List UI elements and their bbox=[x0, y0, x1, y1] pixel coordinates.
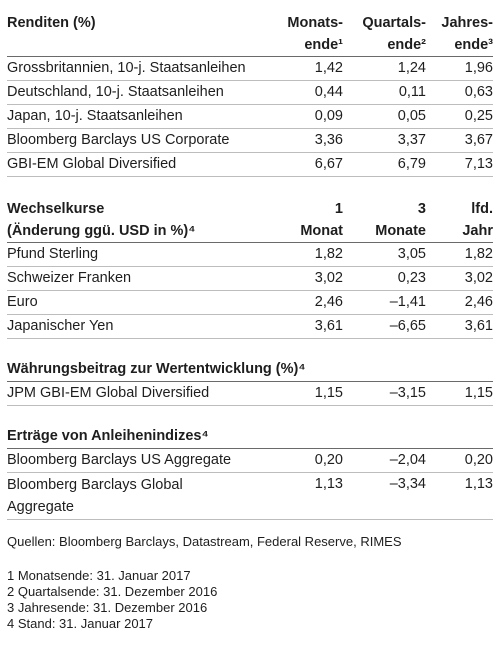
table-row: Deutschland, 10-j. Staatsanleihen 0,44 0… bbox=[7, 81, 493, 105]
row-label: Bloomberg Barclays US Aggregate bbox=[7, 452, 232, 468]
value-cell: 0,44 bbox=[314, 84, 343, 100]
value-cell: 2,46 bbox=[464, 294, 493, 310]
value-cell: 1,82 bbox=[464, 246, 493, 262]
footnote: 2 Quartalsende: 31. Dezember 2016 bbox=[7, 584, 218, 599]
sources-note: Quellen: Bloomberg Barclays, Datastream,… bbox=[7, 534, 402, 549]
value-cell: 1,13 bbox=[314, 476, 343, 492]
col-quarter-end-header: Quartals-ende² bbox=[362, 15, 426, 53]
col-ytd-header: lfd. Jahr bbox=[462, 201, 493, 239]
value-cell: 1,96 bbox=[464, 60, 493, 76]
value-cell: 0,05 bbox=[397, 108, 426, 124]
col-year-end-header: Jahres-ende³ bbox=[441, 15, 493, 53]
value-cell: 0,23 bbox=[397, 270, 426, 286]
bonds-title: Erträge von Anleihenindizes⁴ bbox=[7, 428, 209, 444]
value-cell: 1,42 bbox=[314, 60, 343, 76]
row-label: Schweizer Franken bbox=[7, 270, 132, 286]
row-label: Bloomberg Barclays Global Aggregate bbox=[7, 477, 183, 515]
value-cell: 2,46 bbox=[314, 294, 343, 310]
table-row: Bloomberg Barclays US Corporate 3,36 3,3… bbox=[7, 129, 493, 153]
value-cell: 1,13 bbox=[464, 476, 493, 492]
value-cell: 0,09 bbox=[314, 108, 343, 124]
currency-title: Währungsbeitrag zur Wertentwicklung (%)⁴ bbox=[7, 361, 306, 377]
row-label: JPM GBI-EM Global Diversified bbox=[7, 385, 210, 401]
value-cell: 0,11 bbox=[398, 84, 426, 100]
value-cell: 0,63 bbox=[464, 84, 493, 100]
value-cell: –2,04 bbox=[389, 452, 426, 468]
value-cell: 6,79 bbox=[397, 156, 426, 172]
value-cell: 1,15 bbox=[464, 385, 493, 401]
value-cell: 0,25 bbox=[464, 108, 493, 124]
table-row: JPM GBI-EM Global Diversified 1,15 –3,15… bbox=[7, 382, 493, 406]
col-month-end-header: Monats-ende¹ bbox=[287, 15, 343, 53]
value-cell: 1,24 bbox=[397, 60, 426, 76]
row-label: Japan, 10-j. Staatsanleihen bbox=[7, 108, 183, 124]
value-cell: –3,15 bbox=[389, 385, 426, 401]
table-row: Japanischer Yen 3,61 –6,65 3,61 bbox=[7, 315, 493, 339]
value-cell: 1,82 bbox=[314, 246, 343, 262]
footnote: 4 Stand: 31. Januar 2017 bbox=[7, 616, 154, 631]
returns-header-row: Renditen (%) Monats-ende¹ Quartals-ende²… bbox=[7, 10, 493, 57]
row-label: Euro bbox=[7, 294, 38, 310]
value-cell: 3,61 bbox=[314, 318, 343, 334]
value-cell: 0,20 bbox=[314, 452, 343, 468]
bonds-header-row: Erträge von Anleihenindizes⁴ bbox=[7, 425, 493, 449]
value-cell: 3,37 bbox=[397, 132, 426, 148]
table-row: Japan, 10-j. Staatsanleihen 0,09 0,05 0,… bbox=[7, 105, 493, 129]
currency-header-row: Währungsbeitrag zur Wertentwicklung (%)⁴ bbox=[7, 358, 493, 382]
returns-title: Renditen (%) bbox=[7, 15, 96, 31]
market-data-table: Renditen (%) Monats-ende¹ Quartals-ende²… bbox=[7, 10, 493, 632]
footnote: 3 Jahresende: 31. Dezember 2016 bbox=[7, 600, 208, 615]
table-row: Bloomberg Barclays US Aggregate 0,20 –2,… bbox=[7, 449, 493, 473]
value-cell: –3,34 bbox=[389, 476, 426, 492]
row-label: Japanischer Yen bbox=[7, 318, 114, 334]
value-cell: 3,02 bbox=[464, 270, 493, 286]
row-label: Bloomberg Barclays US Corporate bbox=[7, 132, 230, 148]
table-row: GBI-EM Global Diversified 6,67 6,79 7,13 bbox=[7, 153, 493, 177]
value-cell: 3,67 bbox=[464, 132, 493, 148]
value-cell: –6,65 bbox=[389, 318, 426, 334]
value-cell: –1,41 bbox=[389, 294, 426, 310]
value-cell: 3,02 bbox=[314, 270, 343, 286]
table-row: Euro 2,46 –1,41 2,46 bbox=[7, 291, 493, 315]
row-label: GBI-EM Global Diversified bbox=[7, 156, 177, 172]
table-row: Grossbritannien, 10-j. Staatsanleihen 1,… bbox=[7, 57, 493, 81]
col-3-months-header: 3 Monate bbox=[375, 201, 426, 239]
table-row: Pfund Sterling 1,82 3,05 1,82 bbox=[7, 243, 493, 267]
row-label: Pfund Sterling bbox=[7, 246, 99, 262]
row-label: Grossbritannien, 10-j. Staatsanleihen bbox=[7, 60, 246, 76]
value-cell: 3,61 bbox=[464, 318, 493, 334]
table-row: Schweizer Franken 3,02 0,23 3,02 bbox=[7, 267, 493, 291]
value-cell: 1,15 bbox=[314, 385, 343, 401]
fx-title: Wechselkurse (Änderung ggü. USD in %)⁴ bbox=[7, 201, 196, 239]
value-cell: 6,67 bbox=[314, 156, 343, 172]
table-row: Bloomberg Barclays Global Aggregate 1,13 … bbox=[7, 473, 493, 520]
value-cell: 0,20 bbox=[464, 452, 493, 468]
row-label: Deutschland, 10-j. Staatsanleihen bbox=[7, 84, 224, 100]
value-cell: 3,36 bbox=[314, 132, 343, 148]
value-cell: 7,13 bbox=[464, 156, 493, 172]
footnote: 1 Monatsende: 31. Januar 2017 bbox=[7, 568, 191, 583]
col-1-month-header: 1 Monat bbox=[300, 201, 343, 239]
value-cell: 3,05 bbox=[397, 246, 426, 262]
